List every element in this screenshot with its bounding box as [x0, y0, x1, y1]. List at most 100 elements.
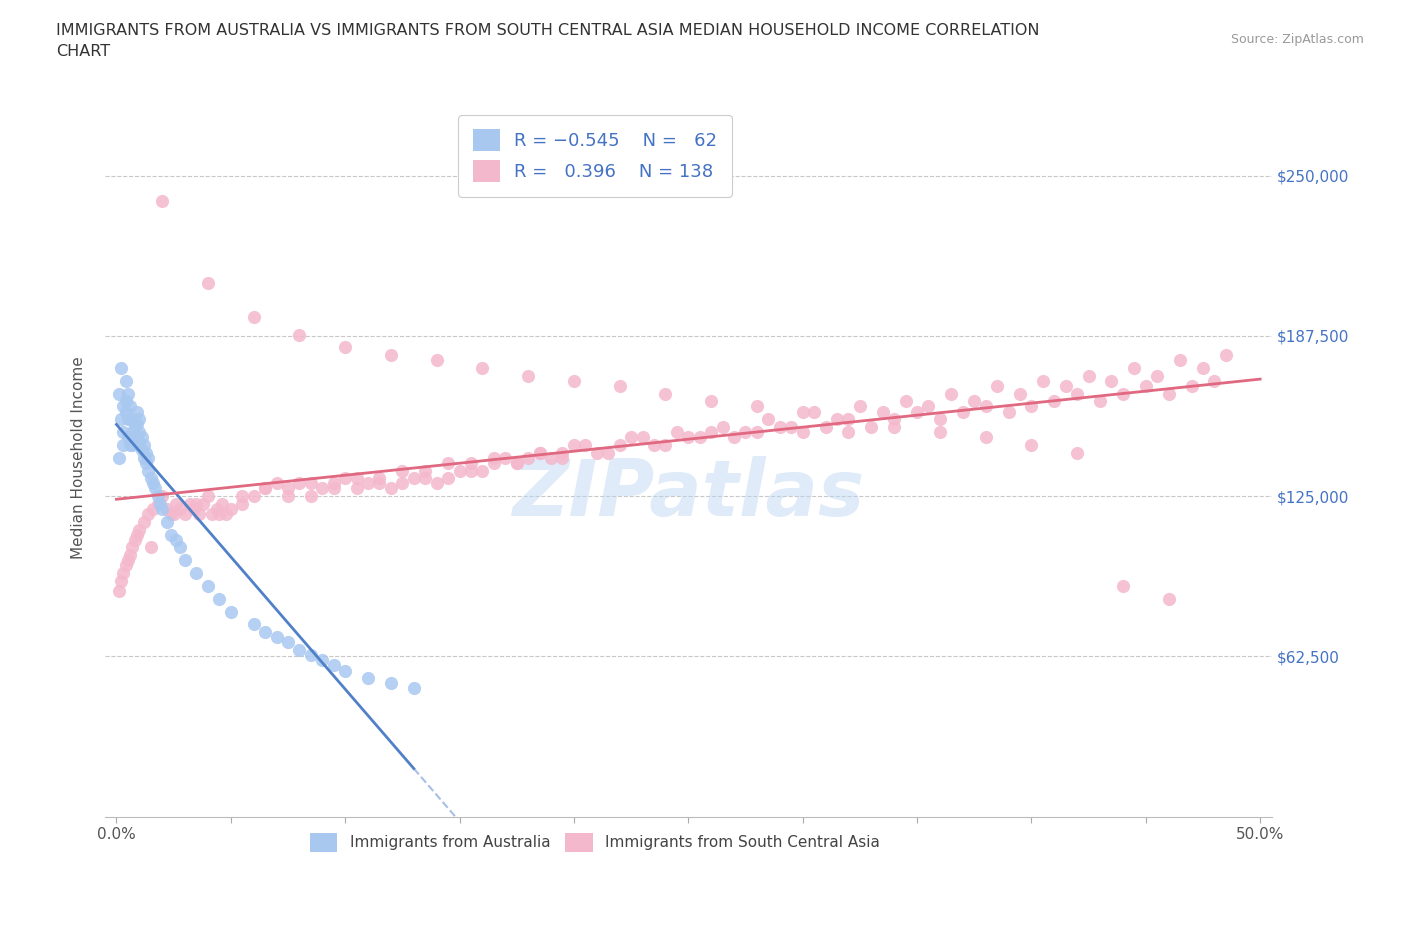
- Point: [197, 276, 219, 291]
- Point: [242, 617, 264, 631]
- Point: [169, 501, 191, 516]
- Point: [792, 405, 814, 419]
- Point: [346, 481, 368, 496]
- Point: [1123, 361, 1146, 376]
- Point: [654, 437, 676, 452]
- Point: [135, 456, 157, 471]
- Point: [128, 437, 150, 452]
- Point: [1088, 393, 1111, 408]
- Point: [928, 412, 950, 427]
- Point: [117, 412, 139, 427]
- Point: [974, 399, 997, 414]
- Point: [426, 476, 449, 491]
- Point: [197, 489, 219, 504]
- Text: Source: ZipAtlas.com: Source: ZipAtlas.com: [1230, 33, 1364, 46]
- Point: [120, 548, 142, 563]
- Point: [1032, 373, 1054, 388]
- Point: [883, 419, 905, 434]
- Point: [585, 445, 607, 460]
- Point: [609, 379, 631, 393]
- Point: [311, 481, 333, 496]
- Point: [277, 489, 299, 504]
- Point: [322, 476, 344, 491]
- Point: [138, 507, 160, 522]
- Point: [299, 489, 322, 504]
- Point: [254, 625, 277, 640]
- Point: [174, 552, 197, 567]
- Point: [143, 481, 166, 496]
- Point: [142, 476, 165, 491]
- Point: [609, 437, 631, 452]
- Point: [142, 501, 165, 516]
- Point: [1168, 352, 1191, 367]
- Point: [426, 352, 449, 367]
- Point: [120, 412, 142, 427]
- Point: [494, 450, 516, 465]
- Point: [128, 425, 150, 440]
- Point: [460, 463, 482, 478]
- Point: [562, 373, 585, 388]
- Point: [131, 430, 153, 445]
- Point: [120, 399, 142, 414]
- Point: [121, 437, 143, 452]
- Point: [1112, 386, 1135, 401]
- Point: [215, 507, 238, 522]
- Point: [769, 419, 792, 434]
- Point: [254, 481, 277, 496]
- Point: [231, 489, 253, 504]
- Point: [368, 476, 391, 491]
- Point: [1101, 373, 1123, 388]
- Point: [1077, 368, 1099, 383]
- Point: [574, 437, 596, 452]
- Point: [128, 522, 150, 537]
- Point: [288, 476, 311, 491]
- Point: [540, 450, 562, 465]
- Point: [107, 450, 129, 465]
- Point: [132, 437, 155, 452]
- Point: [179, 497, 201, 512]
- Point: [745, 425, 768, 440]
- Point: [643, 437, 665, 452]
- Point: [380, 481, 402, 496]
- Text: ZIPatlas: ZIPatlas: [512, 456, 865, 532]
- Point: [117, 552, 139, 567]
- Point: [254, 481, 277, 496]
- Point: [963, 393, 986, 408]
- Point: [333, 471, 356, 485]
- Point: [506, 456, 529, 471]
- Point: [242, 310, 264, 325]
- Point: [132, 514, 155, 529]
- Point: [266, 630, 288, 644]
- Point: [883, 412, 905, 427]
- Point: [117, 386, 139, 401]
- Point: [174, 507, 197, 522]
- Point: [711, 419, 734, 434]
- Point: [114, 393, 136, 408]
- Point: [110, 412, 132, 427]
- Point: [150, 489, 173, 504]
- Point: [837, 412, 859, 427]
- Point: [517, 450, 540, 465]
- Point: [449, 463, 471, 478]
- Point: [380, 348, 402, 363]
- Point: [231, 497, 253, 512]
- Point: [165, 532, 187, 547]
- Point: [124, 532, 146, 547]
- Y-axis label: Median Household Income: Median Household Income: [72, 356, 86, 559]
- Point: [997, 405, 1019, 419]
- Point: [1146, 368, 1168, 383]
- Point: [792, 425, 814, 440]
- Point: [186, 497, 208, 512]
- Point: [150, 501, 173, 516]
- Point: [928, 425, 950, 440]
- Point: [160, 507, 183, 522]
- Point: [837, 425, 859, 440]
- Point: [391, 463, 413, 478]
- Point: [112, 399, 135, 414]
- Point: [165, 497, 187, 512]
- Point: [121, 412, 143, 427]
- Point: [110, 574, 132, 589]
- Point: [1054, 379, 1077, 393]
- Point: [849, 399, 872, 414]
- Point: [482, 450, 505, 465]
